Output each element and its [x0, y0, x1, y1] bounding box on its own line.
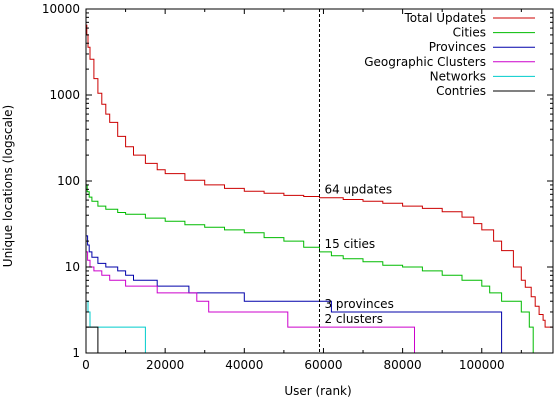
legend-label-0: Total Updates	[403, 11, 486, 25]
series-line-0	[86, 24, 553, 328]
x-tick-label: 60000	[304, 358, 342, 372]
annotation-0: 64 updates	[324, 183, 392, 197]
y-tick-label: 1000	[49, 88, 80, 102]
legend-label-1: Cities	[453, 26, 486, 40]
series-line-1	[86, 184, 534, 353]
series-line-5	[86, 326, 99, 353]
annotation-1: 15 cities	[324, 237, 375, 251]
x-axis-label: User (rank)	[284, 384, 351, 398]
y-tick-label: 1	[72, 346, 80, 360]
axes: 0 20000 40000 60000 80000 100000 1 10 100 1000 100…	[42, 2, 554, 372]
plot-group	[86, 24, 553, 353]
legend-label-2: Provinces	[429, 40, 486, 54]
legend-label-3: Geographic Clusters	[364, 55, 486, 69]
legend-label-4: Networks	[430, 69, 486, 83]
x-tick-label: 40000	[225, 358, 263, 372]
x-tick-label: 20000	[146, 358, 184, 372]
series-line-3	[86, 251, 415, 353]
y-axis-label: Unique locations (logscale)	[1, 105, 15, 267]
y-tick-label: 100	[57, 174, 80, 188]
series-line-2	[86, 235, 503, 353]
x-tick-label: 100000	[459, 358, 505, 372]
annotation-2: 3 provinces	[324, 297, 393, 311]
x-tick-label: 80000	[384, 358, 422, 372]
x-tick-label: 0	[82, 358, 90, 372]
annotation-3: 2 clusters	[324, 312, 383, 326]
y-tick-label: 10	[65, 260, 80, 274]
y-tick-label: 10000	[42, 2, 80, 16]
legend-label-5: Contries	[436, 84, 486, 98]
